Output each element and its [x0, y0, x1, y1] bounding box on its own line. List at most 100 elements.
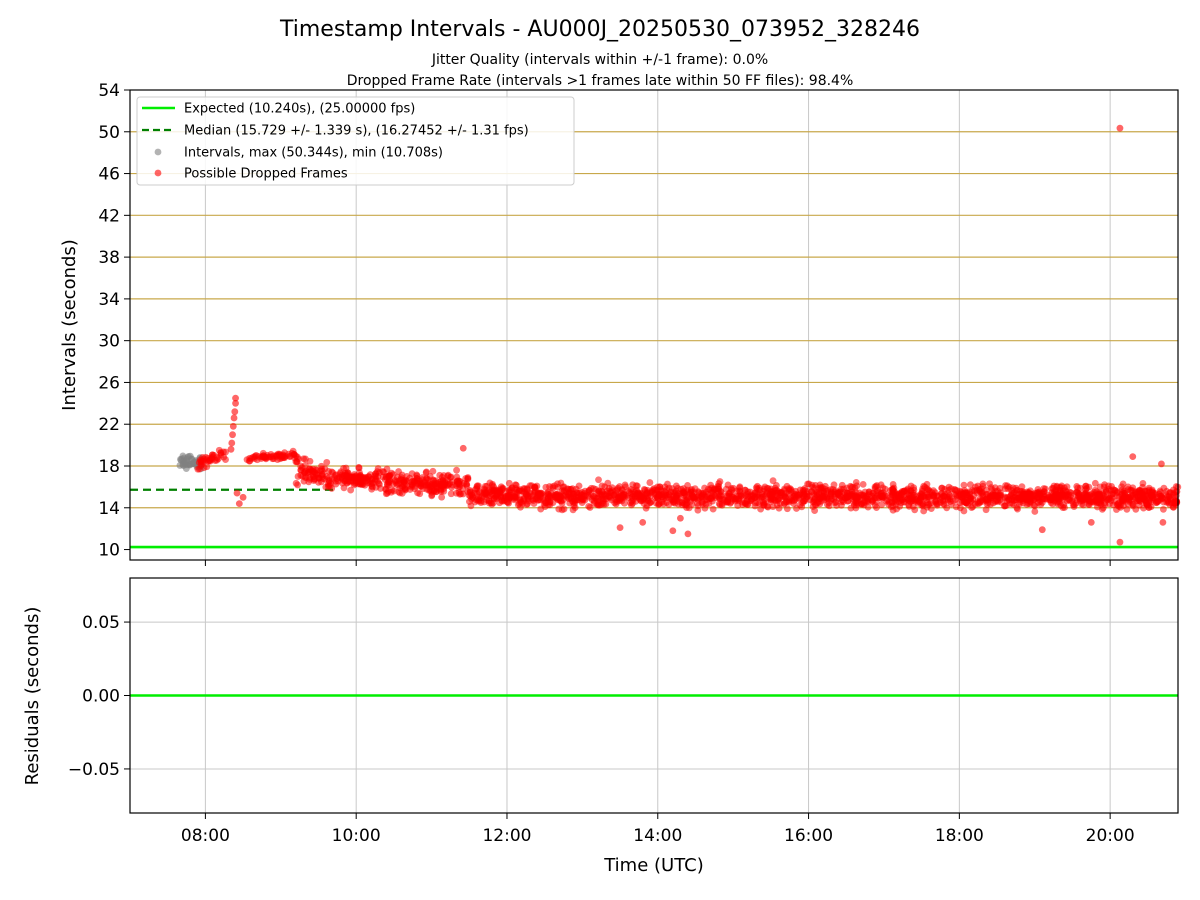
dropped-frame-point	[441, 481, 449, 489]
dropped-frame-point	[523, 501, 531, 508]
dropped-frame-point	[953, 493, 961, 500]
dropped-frame-point	[493, 495, 501, 502]
dropped-frame-point	[262, 454, 270, 462]
dropped-frame-point	[871, 485, 879, 493]
dropped-frame-point	[1159, 505, 1167, 513]
dropped-frame-point	[311, 469, 319, 477]
dropped-frame-point	[300, 455, 307, 463]
dropped-frame-point	[918, 501, 926, 509]
dropped-frame-point	[516, 495, 524, 503]
dropped-frame-point	[689, 494, 697, 502]
dropped-frame-point	[649, 486, 657, 494]
dropped-frame-point	[607, 488, 615, 496]
bottom-axes: 0.05 0.00 −0.05 08:00 10:00 12:00 14:00 16:00 18…	[68, 613, 1135, 846]
dropped-frame-point	[840, 485, 848, 493]
dropped-frame-point	[300, 477, 308, 485]
dropped-frame-point	[347, 486, 355, 494]
dropped-frame-point	[1091, 479, 1099, 487]
interval-point	[180, 462, 187, 469]
dropped-frame-point	[590, 493, 598, 501]
dropped-frame-point	[709, 505, 717, 513]
dropped-frame-point	[595, 476, 602, 484]
dropped-frame-point	[669, 498, 677, 505]
dropped-frame-point	[724, 498, 732, 506]
dropped-frame-point	[526, 490, 534, 498]
dropped-frame-point	[372, 470, 379, 478]
dropped-frame-point	[1082, 495, 1090, 503]
x-tick-label: 20:00	[1086, 826, 1135, 846]
dropped-frame-point	[657, 486, 665, 493]
dropped-frame-point	[426, 473, 434, 480]
dropped-frame-point	[739, 501, 747, 509]
x-tick-label: 12:00	[482, 826, 531, 846]
dropped-frame-point	[293, 458, 301, 465]
dropped-frame-point	[1049, 500, 1057, 508]
dropped-frame-point	[467, 502, 475, 510]
dropped-frame-point	[338, 473, 346, 481]
dropped-frame-point	[629, 499, 636, 507]
dropped-frame-point	[568, 490, 575, 497]
dropped-frame-point	[987, 501, 994, 508]
dropped-frame-point	[725, 490, 733, 497]
dropped-frame-point	[775, 504, 783, 512]
x-tick-label: 18:00	[935, 826, 984, 846]
legend-label: Expected (10.240s), (25.00000 fps)	[184, 102, 415, 117]
dropped-frame-point	[752, 484, 760, 492]
dropped-frame-point	[462, 475, 469, 482]
dropped-frame-point	[434, 480, 442, 488]
dropped-frame-point	[1045, 493, 1053, 501]
dropped-frame-point	[960, 481, 968, 489]
dropped-frame-point	[669, 527, 677, 535]
dropped-frame-point	[938, 484, 946, 492]
dropped-frame-point	[791, 490, 799, 498]
dropped-frame-point	[578, 491, 586, 499]
dropped-frame-point	[1139, 483, 1146, 491]
dropped-frame-point	[1013, 504, 1021, 512]
dropped-frame-point	[891, 498, 899, 506]
dropped-frame-point	[1169, 489, 1177, 497]
dropped-frame-point	[1129, 453, 1137, 460]
dropped-frame-point	[231, 408, 239, 416]
dropped-frame-point	[827, 489, 835, 497]
dropped-frame-point	[905, 497, 913, 504]
top-y-tick-label: 18	[98, 457, 120, 477]
dropped-frame-point	[483, 490, 491, 498]
dropped-frame-point	[466, 487, 474, 494]
dropped-frame-point	[423, 485, 431, 493]
dropped-frame-point	[769, 477, 777, 485]
dropped-frame-point	[982, 506, 990, 514]
dropped-frame-point	[971, 483, 979, 491]
dropped-frame-point	[1031, 508, 1039, 515]
dropped-frame-point	[763, 503, 771, 510]
dropped-frame-point	[1100, 483, 1108, 491]
dropped-frame-point	[706, 495, 714, 502]
dropped-frame-point	[694, 506, 702, 514]
dropped-frame-point	[1143, 501, 1151, 509]
dropped-frame-point	[540, 501, 548, 508]
dropped-frame-point	[731, 495, 738, 502]
dropped-frame-point	[516, 486, 524, 493]
dropped-frame-point	[658, 493, 666, 501]
dropped-frame-point	[818, 492, 826, 500]
dropped-frame-point	[704, 485, 712, 493]
dropped-frame-point	[1059, 504, 1067, 511]
dropped-frame-point	[570, 498, 577, 506]
dropped-frame-point	[800, 493, 808, 500]
dropped-frame-point	[598, 487, 606, 495]
dropped-frame-point	[542, 483, 550, 491]
dropped-frame-point	[769, 503, 777, 511]
dropped-frame-point	[402, 485, 409, 493]
dropped-frame-point	[699, 500, 707, 508]
dropped-frame-point	[575, 482, 583, 490]
top-y-axis-label: Intervals (seconds)	[59, 239, 80, 411]
top-y-tick-label: 42	[98, 206, 120, 226]
dropped-frame-point	[815, 484, 823, 492]
dropped-frame-point	[228, 439, 236, 447]
dropped-frame-point	[793, 505, 800, 512]
legend: Expected (10.240s), (25.00000 fps) Median…	[136, 96, 575, 186]
legend-label: Median (15.729 +/- 1.339 s), (16.27452 +…	[184, 124, 529, 139]
top-y-tick-label: 26	[98, 373, 120, 393]
dropped-frame-point	[646, 479, 654, 486]
dropped-frame-point	[362, 474, 370, 482]
dropped-frame-point	[831, 499, 839, 507]
